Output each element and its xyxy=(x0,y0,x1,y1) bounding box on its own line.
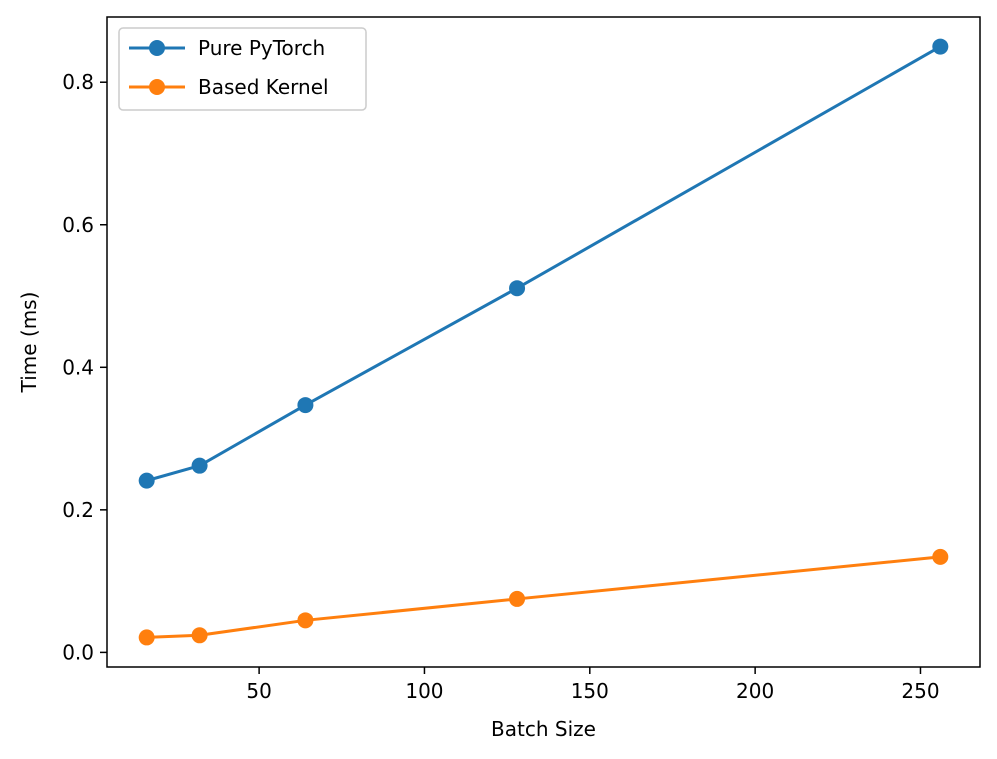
data-point xyxy=(191,627,208,644)
series-layer xyxy=(138,38,949,646)
x-tick-label: 50 xyxy=(246,679,271,703)
y-tick-label: 0.6 xyxy=(62,213,94,237)
data-point xyxy=(932,548,949,565)
y-tick-label: 0.2 xyxy=(62,498,94,522)
axes-frame xyxy=(106,16,981,668)
data-point xyxy=(932,38,949,55)
x-axis-label: Batch Size xyxy=(491,717,596,741)
data-point xyxy=(138,472,155,489)
legend: Pure PyTorch Based Kernel xyxy=(118,27,367,111)
y-tick-label: 0.0 xyxy=(62,640,94,664)
legend-marker xyxy=(149,79,165,95)
plot-area xyxy=(106,16,981,668)
legend-label: Pure PyTorch xyxy=(198,36,325,60)
y-axis-label: Time (ms) xyxy=(17,292,41,394)
x-tick-label: 250 xyxy=(901,679,939,703)
data-point xyxy=(138,629,155,646)
x-tick-label: 200 xyxy=(736,679,774,703)
data-point xyxy=(297,612,314,629)
y-tick-label: 0.8 xyxy=(62,70,94,94)
legend-label: Based Kernel xyxy=(198,75,329,99)
data-point xyxy=(297,397,314,414)
x-tick-label: 150 xyxy=(571,679,609,703)
y-tick-label: 0.4 xyxy=(62,355,94,379)
x-tick-label: 100 xyxy=(405,679,443,703)
data-point xyxy=(509,280,526,297)
data-point xyxy=(191,457,208,474)
y-axis-ticks: 0.0 0.2 0.4 0.6 0.8 xyxy=(62,70,107,664)
x-axis-ticks: 50 100 150 200 250 xyxy=(246,667,940,703)
data-point xyxy=(509,590,526,607)
legend-marker xyxy=(149,40,165,56)
